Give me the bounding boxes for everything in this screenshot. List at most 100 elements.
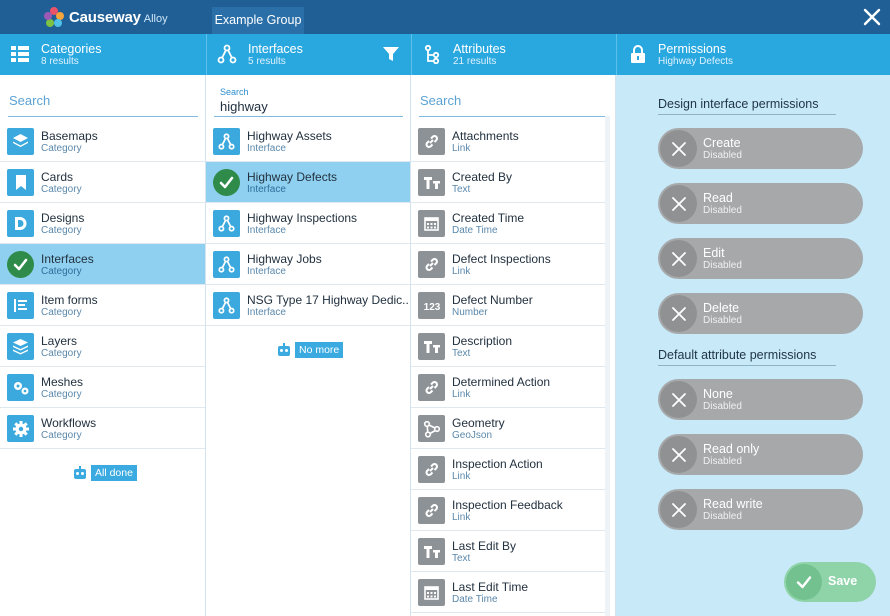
close-icon xyxy=(660,295,697,332)
permission-label: Read write xyxy=(703,497,763,511)
attributes-search-placeholder: Search xyxy=(420,93,462,108)
category-type: Category xyxy=(41,143,82,154)
end-of-list-badge: No more xyxy=(276,342,344,358)
permission-label: Read only xyxy=(703,442,760,456)
robot-icon xyxy=(74,466,86,479)
permission-toggle-delete[interactable]: Delete Disabled xyxy=(658,293,863,334)
category-type: Category xyxy=(41,225,82,236)
category-type: Category xyxy=(41,266,82,277)
attribute-tree-icon xyxy=(422,44,442,65)
interface-nodes-icon xyxy=(217,44,237,64)
layers-icon xyxy=(7,333,34,360)
interface-item-highway-jobs[interactable]: Highway Jobs Interface xyxy=(206,244,410,285)
interfaces-search-value: highway xyxy=(220,99,268,114)
attributes-title: Attributes xyxy=(453,42,506,56)
all-done-label: All done xyxy=(91,465,137,481)
permission-toggle-edit[interactable]: Edit Disabled xyxy=(658,238,863,279)
category-label: Workflows xyxy=(41,416,97,430)
permission-toggle-create[interactable]: Create Disabled xyxy=(658,128,863,169)
permission-toggle-read-write[interactable]: Read write Disabled xyxy=(658,489,863,530)
interface-type: Interface xyxy=(247,266,286,277)
svg-text:123: 123 xyxy=(423,302,440,313)
permission-state: Disabled xyxy=(703,260,742,271)
interface-label: Highway Assets xyxy=(247,129,332,143)
permission-toggle-none[interactable]: None Disabled xyxy=(658,379,863,420)
attribute-item[interactable]: Defect Inspections Link xyxy=(411,244,605,285)
lock-icon xyxy=(629,44,649,64)
attribute-type: Number xyxy=(452,307,488,318)
categories-header: Categories 8 results xyxy=(0,34,206,75)
attributes-search-input[interactable]: Search xyxy=(419,83,608,117)
attribute-type: Link xyxy=(452,389,471,400)
interface-item-highway-defects[interactable]: Highway Defects Interface xyxy=(206,162,410,203)
category-item-layers[interactable]: Layers Category xyxy=(0,326,205,367)
category-item-workflows[interactable]: Workflows Category xyxy=(0,408,205,449)
save-label: Save xyxy=(828,574,858,588)
save-button[interactable]: Save xyxy=(784,562,876,602)
link-icon xyxy=(418,497,445,524)
permission-state: Disabled xyxy=(703,456,742,467)
interface-item-highway-assets[interactable]: Highway Assets Interface xyxy=(206,121,410,162)
interface-type: Interface xyxy=(247,307,286,318)
categories-search-input[interactable]: Search xyxy=(8,83,198,117)
calendar-icon xyxy=(418,210,445,237)
attribute-item[interactable]: Description Text xyxy=(411,326,605,367)
attribute-item[interactable]: Last Edit Time Date Time xyxy=(411,572,605,613)
link-icon xyxy=(418,374,445,401)
check-icon xyxy=(786,564,822,600)
category-label: Meshes xyxy=(41,375,84,389)
close-icon xyxy=(660,491,697,528)
categories-count: 8 results xyxy=(41,56,79,67)
category-label: Interfaces xyxy=(41,252,94,266)
attribute-item[interactable]: Created By Text xyxy=(411,162,605,203)
interfaces-column: Search highway Highway Assets Interface … xyxy=(206,75,411,616)
category-type: Category xyxy=(41,348,82,359)
attribute-item[interactable]: Inspection Action Link xyxy=(411,449,605,490)
attribute-item[interactable]: Attachments Link xyxy=(411,121,605,162)
brand-name: Causeway xyxy=(69,9,141,26)
permission-toggle-read[interactable]: Read Disabled xyxy=(658,183,863,224)
category-item-basemaps[interactable]: Basemaps Category xyxy=(0,121,205,162)
text-icon xyxy=(418,333,445,360)
interfaces-count: 5 results xyxy=(248,56,286,67)
close-icon[interactable] xyxy=(862,7,882,27)
categories-column: Search Basemaps Category Cards Category … xyxy=(0,75,206,616)
category-item-designs[interactable]: Designs Category xyxy=(0,203,205,244)
interface-type: Interface xyxy=(247,225,286,236)
end-of-list-badge: All done xyxy=(72,465,137,481)
permission-state: Disabled xyxy=(703,315,742,326)
attribute-type: GeoJson xyxy=(452,430,493,441)
text-icon xyxy=(418,538,445,565)
attribute-item[interactable]: 123 Defect Number Number xyxy=(411,285,605,326)
robot-icon xyxy=(278,343,290,356)
category-item-interfaces[interactable]: Interfaces Category xyxy=(0,244,205,285)
attribute-item[interactable]: Last Edit By Text xyxy=(411,531,605,572)
attribute-type: Date Time xyxy=(452,594,498,605)
attributes-header: Attributes 21 results xyxy=(411,34,616,75)
attribute-item[interactable]: Inspection Feedback Link xyxy=(411,490,605,531)
category-item-item-forms[interactable]: Item forms Category xyxy=(0,285,205,326)
number-icon: 123 xyxy=(418,292,445,319)
category-item-meshes[interactable]: Meshes Category xyxy=(0,367,205,408)
permission-toggle-read-only[interactable]: Read only Disabled xyxy=(658,434,863,475)
attribute-label: Last Edit Time xyxy=(452,580,529,594)
close-icon xyxy=(660,240,697,277)
group-tab[interactable]: Example Group xyxy=(212,7,304,34)
filter-icon[interactable] xyxy=(382,45,400,63)
permissions-title: Permissions xyxy=(658,42,727,56)
category-item-cards[interactable]: Cards Category xyxy=(0,162,205,203)
interface-item-nsg-type-17[interactable]: NSG Type 17 Highway Dedic... Interface xyxy=(206,285,410,326)
attributes-scrollbar[interactable] xyxy=(605,116,610,616)
calendar-icon xyxy=(418,579,445,606)
permission-state: Disabled xyxy=(703,150,742,161)
attribute-label: Determined Action xyxy=(452,375,551,389)
attribute-item[interactable]: Created Time Date Time xyxy=(411,203,605,244)
attribute-label: Defect Inspections xyxy=(452,252,551,266)
interface-item-highway-inspections[interactable]: Highway Inspections Interface xyxy=(206,203,410,244)
attribute-label: Inspection Feedback xyxy=(452,498,563,512)
attribute-label: Defect Number xyxy=(452,293,533,307)
attributes-count: 21 results xyxy=(453,56,497,67)
attribute-item[interactable]: Geometry GeoJson xyxy=(411,408,605,449)
interfaces-search-input[interactable]: Search highway xyxy=(214,83,403,117)
attribute-item[interactable]: Determined Action Link xyxy=(411,367,605,408)
